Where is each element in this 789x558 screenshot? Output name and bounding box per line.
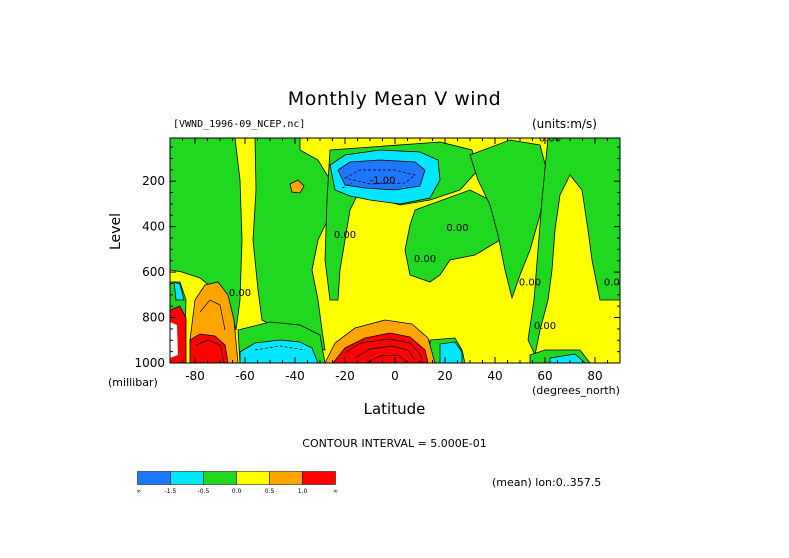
- colorbar-tick-label: -1.5: [165, 488, 177, 495]
- x-tick-label: 40: [487, 369, 502, 383]
- y-axis-unit: (millibar): [108, 376, 158, 389]
- contour-label: 0.00: [539, 133, 561, 144]
- x-tick-label: -80: [185, 369, 205, 383]
- field-red-region: [332, 332, 429, 363]
- colorbar-tick-label: -∞: [137, 488, 141, 495]
- colorbar-swatch: [137, 471, 171, 485]
- colorbar-tick-label: 0.0: [232, 488, 242, 495]
- plot-area: 0.00 -1.00 0.00 0.00 0.00 0.00 0.00 0.00 0.00: [170, 133, 626, 363]
- contour-label: 0.00: [604, 278, 626, 289]
- colorbar-tick-label: ∞: [333, 488, 338, 495]
- colorbar-swatch: [269, 471, 303, 485]
- x-tick-label: 0: [391, 369, 399, 383]
- field-cyan-region: [549, 353, 586, 363]
- missing-data-patch: [170, 322, 178, 358]
- field-orange-region: [289, 179, 305, 194]
- x-axis-label: Latitude: [363, 400, 426, 418]
- colorbar-swatch: [302, 471, 336, 485]
- colorbar: -∞ -1.5 -0.5 0.0 0.5 1.0 ∞: [137, 471, 338, 495]
- contour-label: -1.00: [370, 175, 396, 186]
- field-blue-region: [337, 159, 426, 191]
- y-tick-label: 800: [142, 311, 165, 325]
- contour-lines: [195, 169, 424, 363]
- contour-label: 0.00: [519, 278, 541, 289]
- dataset-label: [VWND_1996-09_NCEP.nc]: [173, 119, 306, 130]
- colorbar-swatch: [170, 471, 204, 485]
- y-axis-label: Level: [108, 213, 124, 250]
- field-green-region: [252, 138, 331, 351]
- field-cyan-region: [239, 339, 319, 363]
- contour-label: 0.00: [414, 254, 436, 265]
- contour-label: 0.00: [229, 288, 251, 299]
- y-tick-label: 600: [142, 265, 165, 279]
- field-green-region: [469, 139, 549, 300]
- contour-label: 0.00: [334, 230, 356, 241]
- field-red-region: [189, 333, 229, 363]
- contour-interval-note: CONTOUR INTERVAL = 5.000E-01: [302, 437, 487, 450]
- x-tick-label: -20: [335, 369, 355, 383]
- colorbar-swatch: [236, 471, 270, 485]
- y-tick-label: 1000: [134, 356, 165, 370]
- colorbar-swatch: [203, 471, 237, 485]
- y-tick-label: 400: [142, 220, 165, 234]
- chart-title: Monthly Mean V wind: [287, 88, 502, 110]
- x-tick-label: -40: [285, 369, 305, 383]
- colorbar-tick-label: -0.5: [198, 488, 210, 495]
- field-green-region: [527, 138, 620, 357]
- colorbar-tick-label: 1.0: [298, 488, 308, 495]
- y-tick-label: 200: [142, 174, 165, 188]
- contour-label: 0.00: [534, 321, 556, 332]
- x-tick-label: 60: [537, 369, 552, 383]
- x-tick-label: -60: [235, 369, 255, 383]
- x-tick-label: 20: [437, 369, 452, 383]
- contour-label: 0.00: [446, 223, 468, 234]
- x-axis-unit: (degrees_north): [532, 384, 620, 397]
- x-tick-label: 80: [587, 369, 602, 383]
- field-cyan-region: [173, 281, 185, 301]
- units-label: (units:m/s): [532, 117, 597, 131]
- colorbar-tick-label: 0.5: [265, 488, 275, 495]
- longitude-range-note: (mean) lon:0..357.5: [492, 476, 602, 489]
